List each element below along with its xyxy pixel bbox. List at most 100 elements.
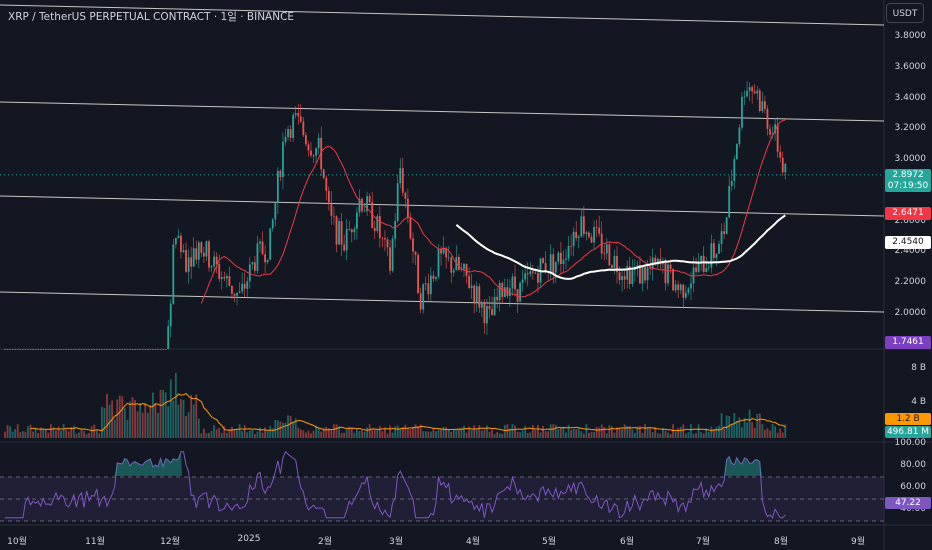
volume-bar: [389, 425, 391, 438]
volume-bar: [373, 429, 376, 438]
candle-body: [162, 349, 164, 350]
volume-bar: [157, 412, 159, 438]
candle-body: [106, 349, 108, 350]
volume-bar: [738, 417, 741, 438]
volume-bar: [353, 432, 356, 438]
time-axis-label: 7월: [695, 537, 711, 547]
candle-body: [180, 235, 182, 252]
candle-body: [246, 281, 249, 289]
candle-body: [409, 218, 412, 239]
volume-bar: [152, 392, 154, 438]
candle-body: [233, 293, 236, 296]
candle-body: [123, 349, 126, 350]
rsi-axis-label: 40.00: [900, 504, 926, 514]
volume-bar: [659, 433, 662, 438]
candle-body: [442, 247, 445, 254]
rsi-axis-label: 100.00: [894, 438, 927, 448]
volume-bar: [509, 428, 511, 438]
volume-bar: [639, 426, 641, 438]
candle-body: [261, 241, 264, 255]
volume-bar: [251, 430, 254, 438]
candle-body: [241, 283, 244, 292]
volume-bar: [547, 431, 550, 438]
candle-body: [511, 276, 514, 289]
candle-body: [129, 349, 131, 350]
volume-bar: [718, 425, 720, 438]
volume-bar: [57, 426, 60, 438]
candle-body: [611, 265, 613, 268]
candle-body: [177, 235, 180, 239]
volume-bar: [618, 428, 621, 438]
candle-body: [203, 252, 205, 257]
volume-bar: [361, 430, 363, 438]
volume-bar: [210, 430, 213, 438]
candle-body: [361, 198, 363, 212]
volume-bar: [605, 433, 608, 438]
candle-body: [315, 148, 317, 156]
candle-body: [317, 137, 320, 149]
volume-bar: [287, 415, 289, 438]
price-axis-label: 2.4000: [894, 246, 927, 257]
volume-bar: [682, 424, 685, 438]
trendline[interactable]: [0, 195, 885, 217]
volume-bar: [371, 429, 374, 438]
volume-bar: [136, 411, 139, 438]
volume-bar: [149, 404, 152, 438]
candle-body: [205, 241, 208, 257]
candle-body: [440, 249, 442, 254]
currency-button[interactable]: USDT: [886, 3, 924, 23]
trendline[interactable]: [0, 4, 885, 26]
volume-bar: [129, 401, 131, 438]
volume-bar: [562, 426, 565, 438]
volume-bar: [6, 425, 9, 438]
candle-body: [90, 349, 93, 350]
volume-bar: [218, 427, 221, 438]
candle-body: [167, 326, 170, 349]
candle-body: [254, 262, 256, 271]
volume-bar: [447, 428, 450, 438]
candle-body: [24, 349, 27, 350]
volume-bar: [70, 427, 73, 438]
candle-body: [501, 282, 504, 297]
volume-bar: [748, 409, 751, 438]
candle-body: [279, 170, 282, 178]
candle-body: [531, 271, 534, 273]
candle-body: [544, 262, 547, 272]
candle-body: [534, 272, 537, 274]
candle-body: [121, 349, 124, 350]
volume-bar: [475, 429, 478, 438]
candle-body: [376, 216, 379, 231]
candle-body: [42, 349, 45, 350]
volume-bar: [741, 427, 743, 438]
candle-body: [656, 258, 659, 265]
candle-body: [720, 231, 723, 244]
price-axis-label: 3.4000: [894, 92, 927, 103]
candle-body: [111, 349, 113, 350]
candle-body: [243, 283, 246, 289]
volume-bar: [781, 432, 784, 438]
trendline[interactable]: [0, 291, 885, 313]
candle-body: [725, 217, 728, 234]
candle-body: [771, 133, 774, 135]
candle-body: [9, 349, 11, 350]
candle-body: [157, 349, 159, 350]
volume-bar: [498, 433, 501, 438]
trendline[interactable]: [0, 101, 885, 122]
candle-body: [488, 305, 491, 309]
candle-body: [269, 228, 272, 260]
volume-bar: [106, 393, 108, 438]
volume-bar: [167, 406, 170, 438]
candle-body: [294, 112, 297, 115]
volume-bar: [690, 424, 692, 438]
volume-bar: [192, 404, 195, 438]
candle-body: [679, 284, 682, 291]
volume-bar: [463, 425, 465, 438]
volume-bar: [667, 432, 669, 438]
volume-bar: [662, 428, 664, 438]
volume-bar: [503, 425, 506, 438]
time-axis-label: 9월: [850, 537, 866, 547]
volume-bar: [784, 424, 787, 438]
volume-bar: [187, 412, 190, 438]
candle-body: [542, 258, 544, 263]
